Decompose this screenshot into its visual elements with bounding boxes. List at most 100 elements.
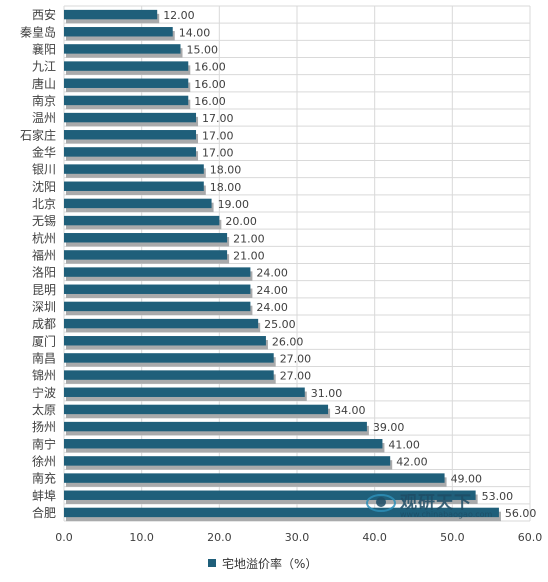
value-label: 21.00: [233, 249, 265, 262]
value-label: 18.00: [210, 181, 242, 194]
category-label: 沈阳: [32, 179, 56, 194]
value-label: 21.00: [233, 232, 265, 245]
value-label: 26.00: [272, 335, 304, 348]
category-label: 昆明: [32, 283, 56, 297]
value-label: 25.00: [264, 318, 296, 331]
category-label: 蚌埠: [32, 489, 56, 503]
value-label: 27.00: [280, 370, 312, 383]
category-label: 扬州: [32, 419, 56, 434]
category-label: 福州: [32, 247, 56, 262]
category-label: 石家庄: [20, 127, 56, 142]
x-tick-label: 0.0: [55, 531, 73, 544]
category-label: 南充: [32, 471, 56, 486]
bar: [64, 181, 204, 191]
bar: [64, 370, 274, 380]
category-label: 北京: [32, 197, 56, 211]
category-label: 深圳: [32, 300, 56, 314]
category-label: 金华: [32, 144, 56, 159]
category-label: 宁波: [32, 385, 56, 400]
value-label: 41.00: [388, 438, 420, 451]
value-label: 17.00: [202, 112, 234, 125]
bar: [64, 78, 189, 88]
value-label: 39.00: [373, 421, 405, 434]
bar: [64, 439, 383, 449]
value-label: 53.00: [482, 490, 513, 503]
bar: [64, 353, 274, 363]
bar: [64, 164, 204, 174]
value-label: 27.00: [280, 352, 312, 365]
watermark-logo-icon: [366, 494, 396, 512]
value-label: 31.00: [311, 387, 343, 400]
value-label: 12.00: [163, 9, 195, 22]
bar: [64, 112, 197, 123]
x-tick-label: 30.0: [285, 531, 310, 544]
category-label: 南宁: [32, 436, 56, 451]
category-label: 杭州: [32, 230, 56, 245]
x-tick-label: 60.0: [518, 531, 543, 544]
bar: [64, 95, 189, 106]
bar: [64, 318, 259, 329]
category-label: 锦州: [32, 369, 56, 383]
bar: [64, 404, 329, 415]
value-label: 15.00: [187, 43, 219, 56]
value-label: 18.00: [210, 164, 242, 177]
value-label: 16.00: [194, 61, 226, 74]
legend: 宅地溢价率（%）: [208, 552, 317, 574]
bar: [64, 267, 251, 277]
category-label: 厦门: [32, 333, 56, 348]
category-label: 南昌: [32, 350, 56, 365]
category-label: 银川: [32, 163, 56, 177]
bar: [64, 27, 173, 37]
value-label: 49.00: [451, 473, 483, 486]
bar: [64, 9, 158, 20]
bar: [64, 336, 266, 346]
category-label: 徐州: [32, 453, 56, 468]
x-tick-label: 20.0: [207, 531, 232, 544]
category-label: 九江: [32, 60, 56, 74]
value-label: 16.00: [194, 78, 226, 91]
category-label: 南京: [32, 93, 56, 108]
legend-label: 宅地溢价率（%）: [222, 556, 318, 571]
value-label: 24.00: [256, 267, 288, 280]
watermark: 观研天下 www.chinabaogao.com: [366, 486, 496, 522]
bar: [64, 490, 476, 500]
category-label: 洛阳: [32, 265, 56, 280]
bar: [64, 473, 445, 483]
value-label: 17.00: [202, 146, 234, 159]
value-label: 34.00: [334, 404, 366, 417]
watermark-text: 观研天下: [400, 493, 472, 513]
bar: [64, 507, 499, 518]
value-label: 17.00: [202, 129, 234, 142]
value-label: 20.00: [225, 215, 256, 228]
category-label: 温州: [32, 111, 56, 125]
bar: [64, 284, 251, 294]
watermark-url: www.chinabaogao.com: [400, 510, 493, 519]
category-label: 西安: [32, 7, 56, 22]
category-label: 唐山: [32, 76, 56, 91]
x-tick-label: 10.0: [129, 531, 154, 544]
value-label: 24.00: [256, 301, 288, 314]
legend-swatch: [208, 559, 216, 567]
value-label: 56.00: [505, 507, 537, 520]
category-label: 合肥: [32, 505, 56, 520]
bar: [64, 387, 305, 397]
bar: [64, 44, 181, 54]
value-label: 42.00: [396, 455, 428, 468]
category-label: 秦皇岛: [20, 24, 56, 39]
category-label: 襄阳: [32, 41, 56, 56]
value-label: 14.00: [179, 26, 211, 39]
category-label: 无锡: [32, 213, 56, 228]
value-label: 16.00: [194, 95, 226, 108]
bar: [64, 456, 391, 466]
bar: [64, 233, 228, 243]
value-label: 24.00: [256, 284, 288, 297]
bar: [64, 61, 189, 71]
value-label: 19.00: [218, 198, 250, 211]
bar: [64, 130, 197, 140]
x-tick-label: 50.0: [440, 531, 465, 544]
bar: [64, 250, 228, 260]
category-label: 太原: [32, 402, 56, 417]
x-tick-label: 40.0: [362, 531, 387, 544]
